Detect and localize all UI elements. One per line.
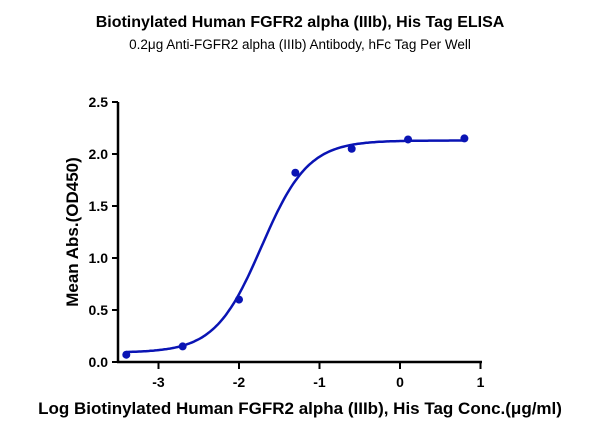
data-point [235, 295, 243, 304]
x-tick-label: -2 [233, 374, 246, 390]
y-tick-label: 0.0 [89, 354, 109, 370]
y-tick-label: 1.5 [89, 198, 109, 214]
data-points [122, 134, 469, 359]
axes: 0.0 0.5 1.0 1.5 2.0 2.5 -3 -2 -1 0 1 [89, 94, 485, 390]
y-tick-label: 2.5 [89, 94, 109, 110]
x-tick-label: 1 [477, 374, 485, 390]
data-point [122, 350, 131, 359]
x-axis-label: Log Biotinylated Human FGFR2 alpha (IIIb… [38, 399, 562, 418]
y-tick-label: 1.0 [89, 250, 109, 266]
x-tick-label: -1 [313, 374, 326, 390]
data-point [404, 135, 413, 144]
y-axis-label: Mean Abs.(OD450) [63, 157, 82, 307]
data-point [347, 144, 356, 153]
x-tick-label: -3 [152, 374, 165, 390]
y-tick-label: 0.5 [89, 302, 109, 318]
chart-title: Biotinylated Human FGFR2 alpha (IIIb), H… [95, 14, 505, 31]
chart-subtitle: 0.2μg Anti-FGFR2 alpha (IIIb) Antibody, … [129, 37, 471, 52]
y-tick-label: 2.0 [89, 146, 109, 162]
data-point [460, 134, 469, 143]
data-point [291, 168, 300, 177]
x-tick-label: 0 [396, 374, 404, 390]
data-point [178, 342, 187, 351]
